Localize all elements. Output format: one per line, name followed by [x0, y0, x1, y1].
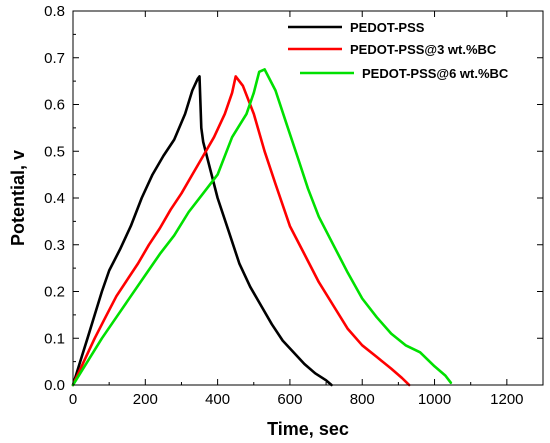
y-tick-label: 0.3 [44, 237, 65, 254]
x-tick-label: 1200 [490, 391, 523, 408]
series-line-3 [71, 68, 453, 387]
plot-area-frame [72, 10, 544, 386]
x-axis-ticks: 0 200 400 600 800 1000 1200 [69, 11, 524, 408]
y-tick-label: 0.1 [44, 330, 65, 347]
y-tick-label: 0.2 [44, 284, 65, 301]
series-line-1 [71, 75, 333, 387]
legend: PEDOT-PSS PEDOT-PSS@3 wt.%BC PEDOT-PSS@6 w… [288, 20, 509, 81]
x-tick-label: 600 [277, 391, 302, 408]
y-tick-label: 0.8 [44, 3, 65, 20]
legend-label-3: PEDOT-PSS@6 wt.%BC [362, 66, 509, 81]
x-tick-label: 400 [205, 391, 230, 408]
y-axis-ticks: 0.0 0.1 0.2 0.3 0.4 0.5 0.6 0.7 0.8 [44, 3, 543, 394]
x-tick-label: 800 [350, 391, 375, 408]
y-tick-label: 0.0 [44, 377, 65, 394]
x-tick-label: 1000 [418, 391, 451, 408]
series-layer [71, 68, 453, 387]
series-line-2 [71, 75, 411, 387]
y-tick-label: 0.5 [44, 143, 65, 160]
y-tick-label: 0.4 [44, 190, 65, 207]
x-tick-label: 200 [133, 391, 158, 408]
x-tick-label: 0 [69, 391, 77, 408]
y-axis-title: Potential, v [8, 150, 28, 246]
y-tick-label: 0.7 [44, 50, 65, 67]
legend-label-1: PEDOT-PSS [350, 20, 425, 35]
legend-label-2: PEDOT-PSS@3 wt.%BC [350, 42, 497, 57]
y-tick-label: 0.6 [44, 97, 65, 114]
x-axis-title: Time, sec [267, 419, 349, 439]
